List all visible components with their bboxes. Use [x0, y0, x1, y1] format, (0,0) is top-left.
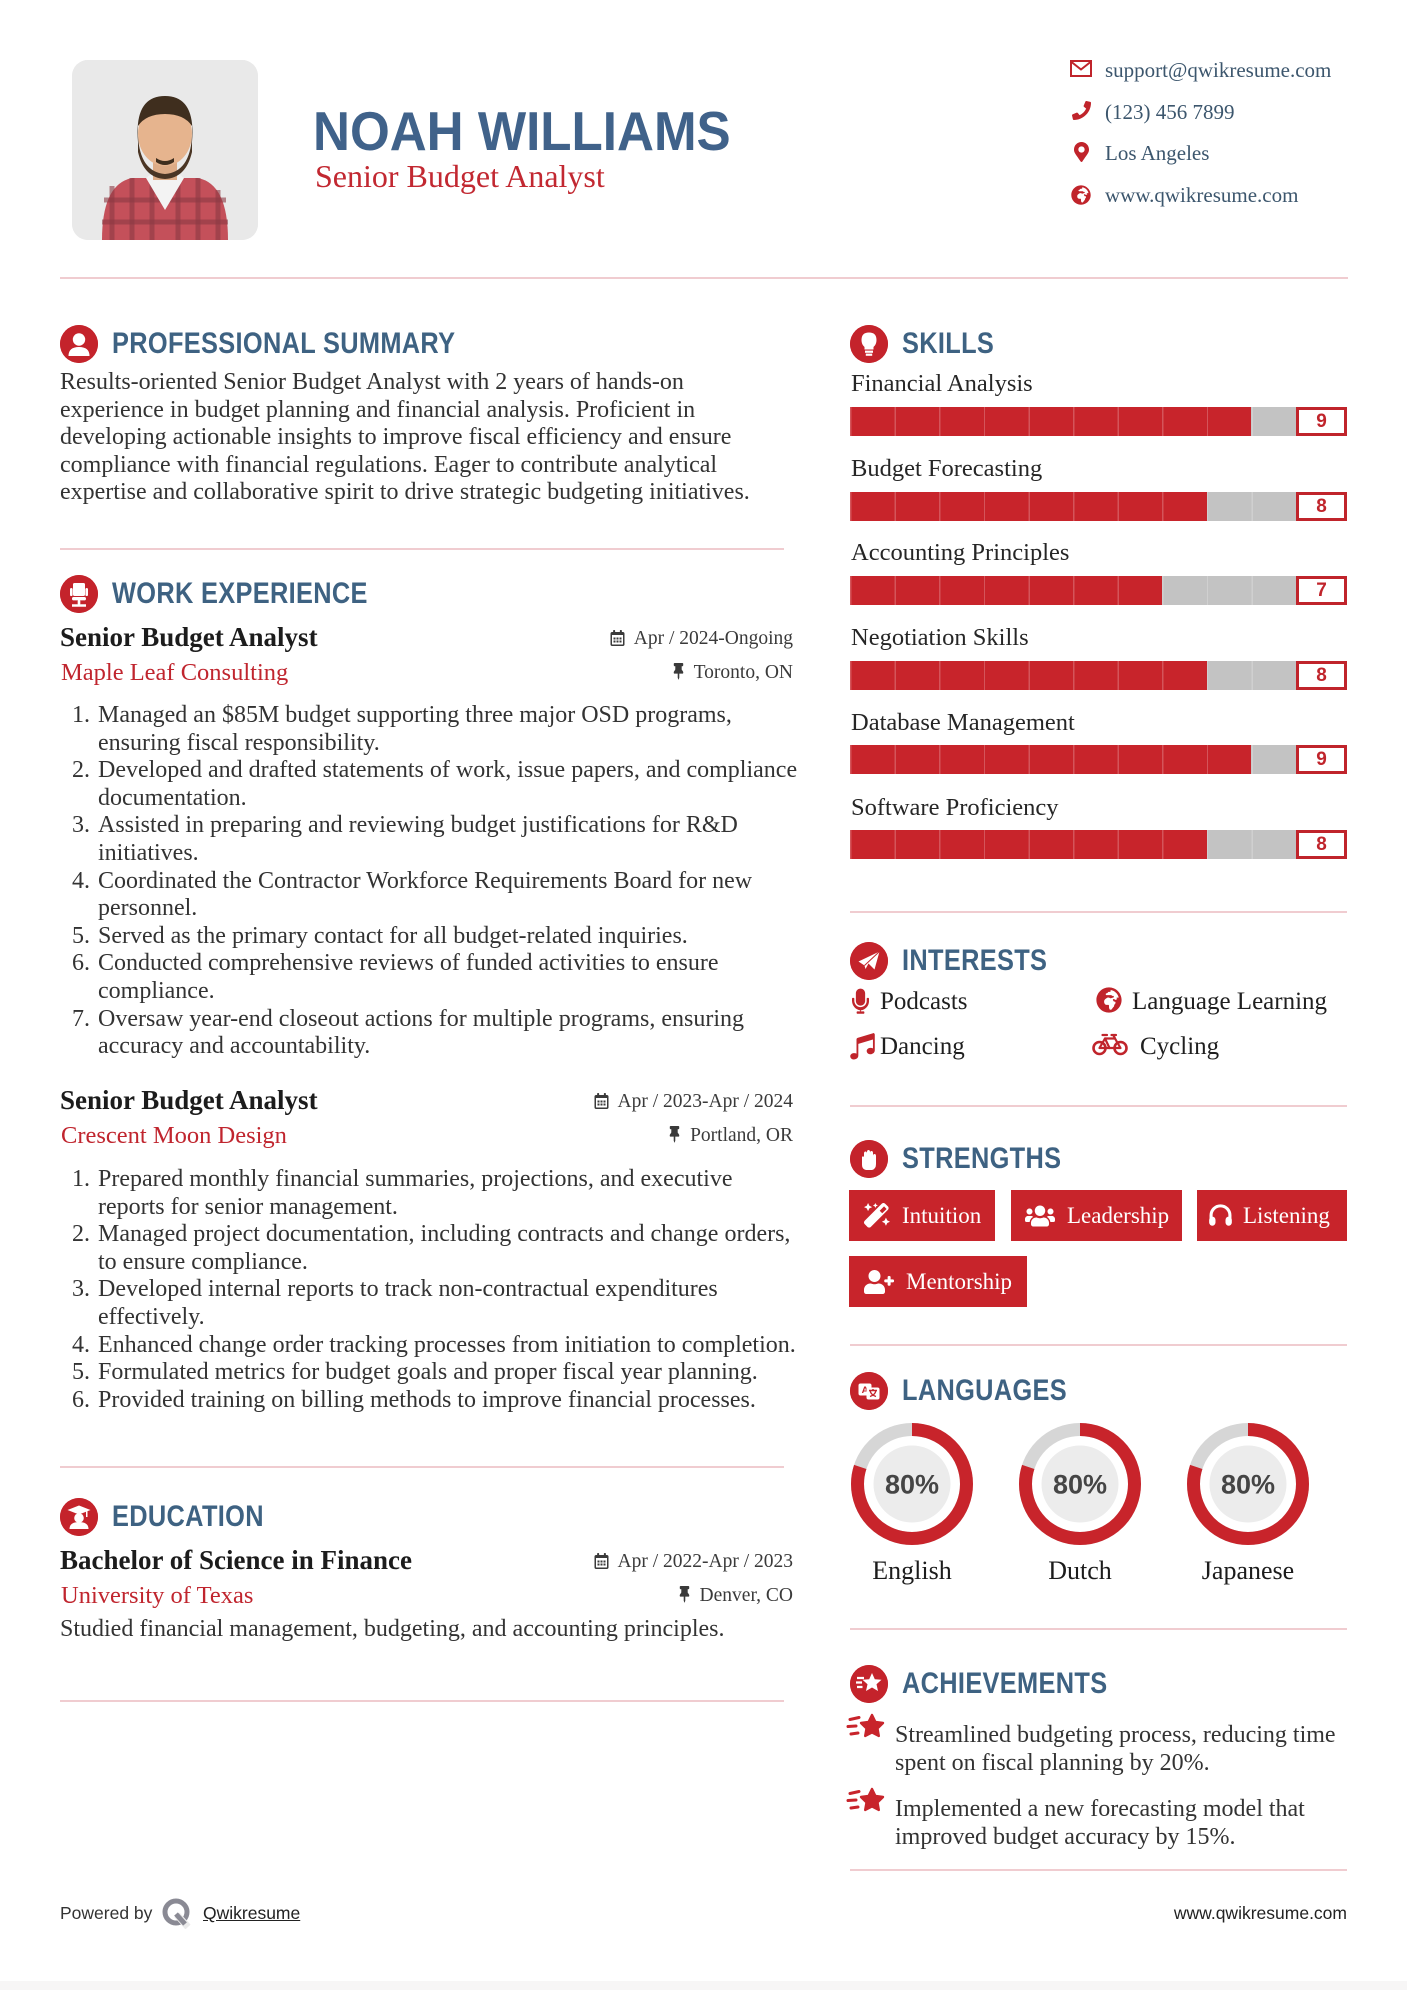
svg-text:80%: 80%: [885, 1470, 939, 1500]
svg-text:A: A: [862, 1385, 869, 1396]
svg-text:80%: 80%: [1221, 1470, 1275, 1500]
svg-text:80%: 80%: [1053, 1470, 1107, 1500]
